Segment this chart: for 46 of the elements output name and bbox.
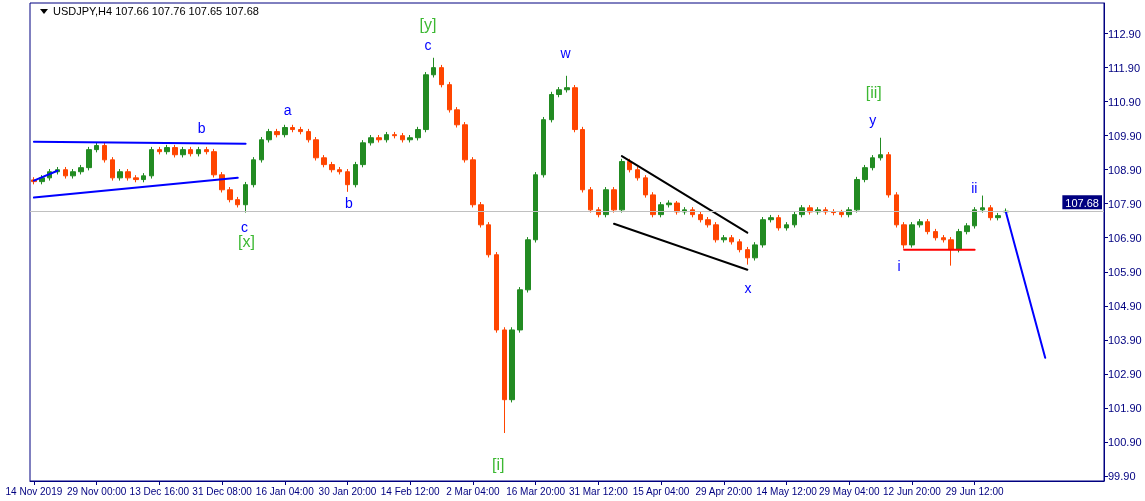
y-tick-label: 102.90 [1108,367,1142,380]
annotation: b [197,120,206,136]
y-tick-label: 104.90 [1108,299,1142,312]
x-tick-label: 2 Mar 04:00 [446,485,501,497]
x-tick-label: 29 Apr 20:00 [695,485,753,497]
x-tick-label: 29 May 04:00 [818,485,880,497]
x-tick-label: 14 Nov 2019 [5,485,63,497]
x-tick-label: 12 Jun 20:00 [883,485,942,497]
x-tick-label: 30 Jan 20:00 [318,485,377,497]
annotation: c [424,37,432,53]
y-tick-label: 106.90 [1108,231,1142,244]
annotation: ii [971,180,978,196]
x-tick-label: 29 Jun 12:00 [945,485,1004,497]
chart-title: USDJPY,H4 107.66 107.76 107.65 107.68 [53,5,259,17]
x-tick-label: 31 Dec 08:00 [192,485,253,497]
ref-line-label: 107.68 [1065,196,1099,209]
x-tick-label: 15 Apr 04:00 [632,485,690,497]
y-tick-label: 108.90 [1108,163,1142,176]
y-tick-label: 99.90 [1108,469,1136,482]
annotation: b [345,195,354,211]
annotation: c [241,219,249,235]
y-tick-label: 109.90 [1108,129,1142,142]
annotation: [ii] [865,83,882,101]
y-tick-label: 100.90 [1108,435,1142,448]
y-tick-label: 107.90 [1108,197,1142,210]
y-tick-label: 111.90 [1108,61,1141,74]
annotation: x [744,280,752,296]
annotation: [y] [419,15,437,33]
y-tick-label: 103.90 [1108,333,1142,346]
annotation: w [559,45,572,61]
annotation: a [283,102,292,118]
annotation: [x] [238,232,255,250]
x-tick-label: 16 Mar 20:00 [506,485,566,497]
x-tick-label: 29 Nov 00:00 [66,485,127,497]
x-tick-label: 31 Mar 12:00 [568,485,629,497]
y-tick-label: 110.90 [1108,95,1141,108]
x-tick-label: 14 May 12:00 [756,485,818,497]
y-tick-label: 112.90 [1108,27,1141,40]
x-tick-label: 13 Dec 16:00 [129,485,190,497]
x-tick-label: 14 Feb 12:00 [380,485,441,497]
y-tick-label: 105.90 [1108,265,1142,278]
annotation: i [897,258,901,274]
x-tick-label: 16 Jan 04:00 [255,485,315,497]
y-tick-label: 101.90 [1108,401,1142,414]
annotation: [i] [492,455,505,473]
annotation: y [869,112,877,128]
